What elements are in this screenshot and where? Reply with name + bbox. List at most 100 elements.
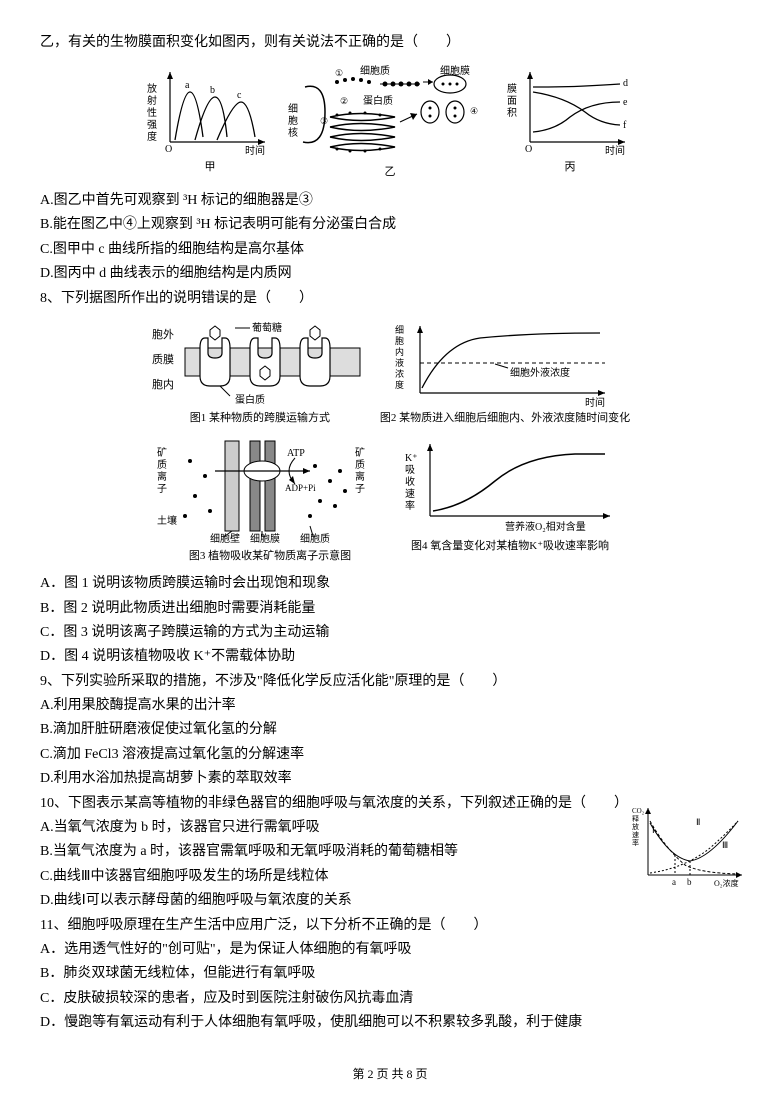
- figure-bing: d e f 膜 面 积 O 时间 丙: [505, 62, 635, 182]
- svg-text:面: 面: [507, 96, 517, 107]
- svg-text:率: 率: [405, 499, 415, 512]
- svg-text:矿: 矿: [355, 446, 365, 459]
- svg-text:蛋白质: 蛋白质: [363, 94, 393, 107]
- svg-text:胞: 胞: [288, 115, 298, 127]
- caption-bing: 丙: [565, 159, 576, 177]
- svg-text:子: 子: [157, 483, 167, 495]
- caption-jia: 甲: [205, 159, 216, 177]
- svg-text:b: b: [687, 877, 692, 887]
- svg-text:d: d: [623, 78, 628, 89]
- figure-q8-1: 胞外 质膜 胞内 葡萄糖 蛋白质 图1 某种物质的跨膜运输方式: [150, 318, 370, 428]
- svg-text:液: 液: [395, 357, 404, 368]
- svg-text:离: 离: [157, 470, 167, 483]
- q8-B: B．图 2 说明此物质进出细胞时需要消耗能量: [40, 598, 740, 620]
- svg-text:①: ①: [335, 68, 343, 78]
- figure-row-q8-1: 胞外 质膜 胞内 葡萄糖 蛋白质 图1 某种物质的跨膜运输方式: [40, 318, 740, 428]
- svg-text:时间: 时间: [585, 396, 605, 408]
- svg-text:Ⅱ: Ⅱ: [696, 817, 700, 827]
- svg-text:膜: 膜: [507, 83, 517, 95]
- page-footer: 第 2 页 共 8 页: [40, 1065, 740, 1084]
- svg-text:细胞壁: 细胞壁: [210, 532, 240, 545]
- svg-text:吸: 吸: [405, 465, 415, 476]
- figure-yi: 细胞质 细胞膜 细胞核 ① 蛋白质 ② ④: [285, 62, 495, 182]
- caption-q8-1: 图1 某种物质的跨膜运输方式: [190, 410, 330, 428]
- caption-q8-3: 图3 植物吸收某矿物质离子示意图: [189, 548, 351, 566]
- y1-label5: 度: [147, 130, 157, 143]
- q10-D: D.曲线Ⅰ可以表示酵母菌的细胞呼吸与氧浓度的关系: [40, 890, 740, 912]
- svg-text:e: e: [623, 97, 628, 108]
- svg-text:②: ②: [340, 96, 348, 106]
- figure-jia: a b c 放 射 性 强 度 O 时间 甲: [145, 62, 275, 182]
- svg-text:质膜: 质膜: [152, 353, 174, 366]
- svg-text:速: 速: [405, 488, 415, 500]
- svg-text:浓: 浓: [395, 369, 404, 379]
- svg-text:胞外: 胞外: [152, 328, 174, 341]
- svg-text:核: 核: [288, 126, 298, 139]
- label-c: c: [237, 90, 242, 101]
- svg-text:O₂浓度: O₂浓度: [714, 878, 739, 888]
- figure-row-top: a b c 放 射 性 强 度 O 时间 甲 细胞质 细胞膜 细胞核 ①: [40, 62, 740, 182]
- q9-B: B.滴加肝脏研磨液促使过氧化氢的分解: [40, 719, 740, 741]
- svg-text:矿: 矿: [157, 446, 167, 459]
- caption-yi: 乙: [385, 164, 396, 182]
- svg-text:Ⅲ: Ⅲ: [722, 840, 728, 850]
- q8-C: C．图 3 说明该离子跨膜运输的方式为主动运输: [40, 622, 740, 644]
- svg-text:O: O: [165, 144, 172, 155]
- svg-text:细胞质: 细胞质: [360, 64, 390, 77]
- svg-text:度: 度: [395, 379, 404, 390]
- svg-text:a: a: [672, 877, 676, 887]
- svg-text:Ⅰ: Ⅰ: [652, 825, 655, 835]
- svg-text:细: 细: [395, 324, 404, 335]
- q8-D: D．图 4 说明该植物吸收 K⁺不需载体协助: [40, 646, 740, 668]
- y1-label: 放: [147, 82, 157, 95]
- svg-text:细胞质: 细胞质: [300, 532, 330, 545]
- svg-text:胞内: 胞内: [152, 377, 174, 391]
- q7-C: C.图甲中 c 曲线所指的细胞结构是高尔基体: [40, 239, 740, 261]
- q11-stem: 11、细胞呼吸原理在生产生活中应用广泛，以下分析不正确的是（ ）: [40, 915, 740, 937]
- svg-text:子: 子: [355, 483, 365, 495]
- svg-text:积: 积: [507, 107, 517, 119]
- q11-C: C．皮肤破损较深的患者，应及时到医院注射破伤风抗毒血清: [40, 988, 740, 1010]
- label-b: b: [210, 85, 215, 96]
- svg-text:细胞外液浓度: 细胞外液浓度: [510, 366, 570, 379]
- svg-text:CO₂: CO₂: [632, 807, 645, 815]
- svg-text:质: 质: [355, 459, 365, 471]
- svg-text:质: 质: [157, 459, 167, 471]
- svg-text:ATP: ATP: [287, 448, 305, 459]
- caption-q8-4: 图4 氧含量变化对某植物K⁺吸收速率影响: [411, 538, 609, 556]
- svg-text:细: 细: [288, 102, 298, 115]
- svg-text:离: 离: [355, 470, 365, 483]
- svg-text:收: 收: [405, 475, 415, 488]
- q9-C: C.滴加 FeCl3 溶液提高过氧化氢的分解速率: [40, 744, 740, 766]
- q7-D: D.图丙中 d 曲线表示的细胞结构是内质网: [40, 263, 740, 285]
- svg-text:胞: 胞: [395, 335, 404, 346]
- q7-A: A.图乙中首先可观察到 ³H 标记的细胞器是③: [40, 190, 740, 212]
- y1-label4: 强: [147, 119, 157, 131]
- q8-stem: 8、下列据图所作出的说明错误的是（ ）: [40, 288, 740, 310]
- q9-stem: 9、下列实验所采取的措施，不涉及"降低化学反应活化能"原理的是（ ）: [40, 671, 740, 693]
- intro-text: 乙，有关的生物膜面积变化如图丙，则有关说法不正确的是（ ）: [40, 32, 740, 54]
- svg-text:K⁺: K⁺: [405, 453, 418, 464]
- q11-D: D．慢跑等有氧运动有利于人体细胞有氧呼吸，使肌细胞可以不积累较多乳酸，利于健康: [40, 1012, 740, 1034]
- svg-text:时间: 时间: [605, 144, 625, 157]
- figure-q10: CO₂ 释放速率 Ⅰ Ⅱ Ⅲ a b O₂浓度: [630, 803, 750, 891]
- svg-text:葡萄糖: 葡萄糖: [252, 321, 282, 334]
- svg-text:细胞膜: 细胞膜: [250, 532, 280, 545]
- svg-text:O: O: [525, 144, 532, 155]
- svg-text:营养液O₂相对含量: 营养液O₂相对含量: [505, 520, 586, 533]
- svg-text:土壤: 土壤: [157, 514, 177, 527]
- q8-A: A．图 1 说明该物质跨膜运输时会出现饱和现象: [40, 573, 740, 595]
- svg-text:率: 率: [632, 838, 639, 847]
- figure-q8-2: 细胞外液浓度 细胞内液浓度 时间 图2 某物质进入细胞后细胞内、外液浓度随时间变…: [380, 318, 630, 428]
- x1-label: 时间: [245, 144, 265, 157]
- y1-label3: 性: [147, 106, 157, 119]
- svg-text:放: 放: [632, 822, 639, 831]
- svg-text:速: 速: [632, 831, 639, 839]
- caption-q8-2: 图2 某物质进入细胞后细胞内、外液浓度随时间变化: [380, 410, 630, 428]
- q9-D: D.利用水浴加热提高胡萝卜素的萃取效率: [40, 768, 740, 790]
- svg-text:④: ④: [470, 106, 478, 116]
- svg-text:f: f: [623, 120, 627, 131]
- figure-q8-4: K⁺ 吸收速率 营养液O₂相对含量 图4 氧含量变化对某植物K⁺吸收速率影响: [395, 436, 625, 566]
- svg-text:③: ③: [320, 116, 328, 126]
- q11-B: B．肺炎双球菌无线粒体，但能进行有氧呼吸: [40, 963, 740, 985]
